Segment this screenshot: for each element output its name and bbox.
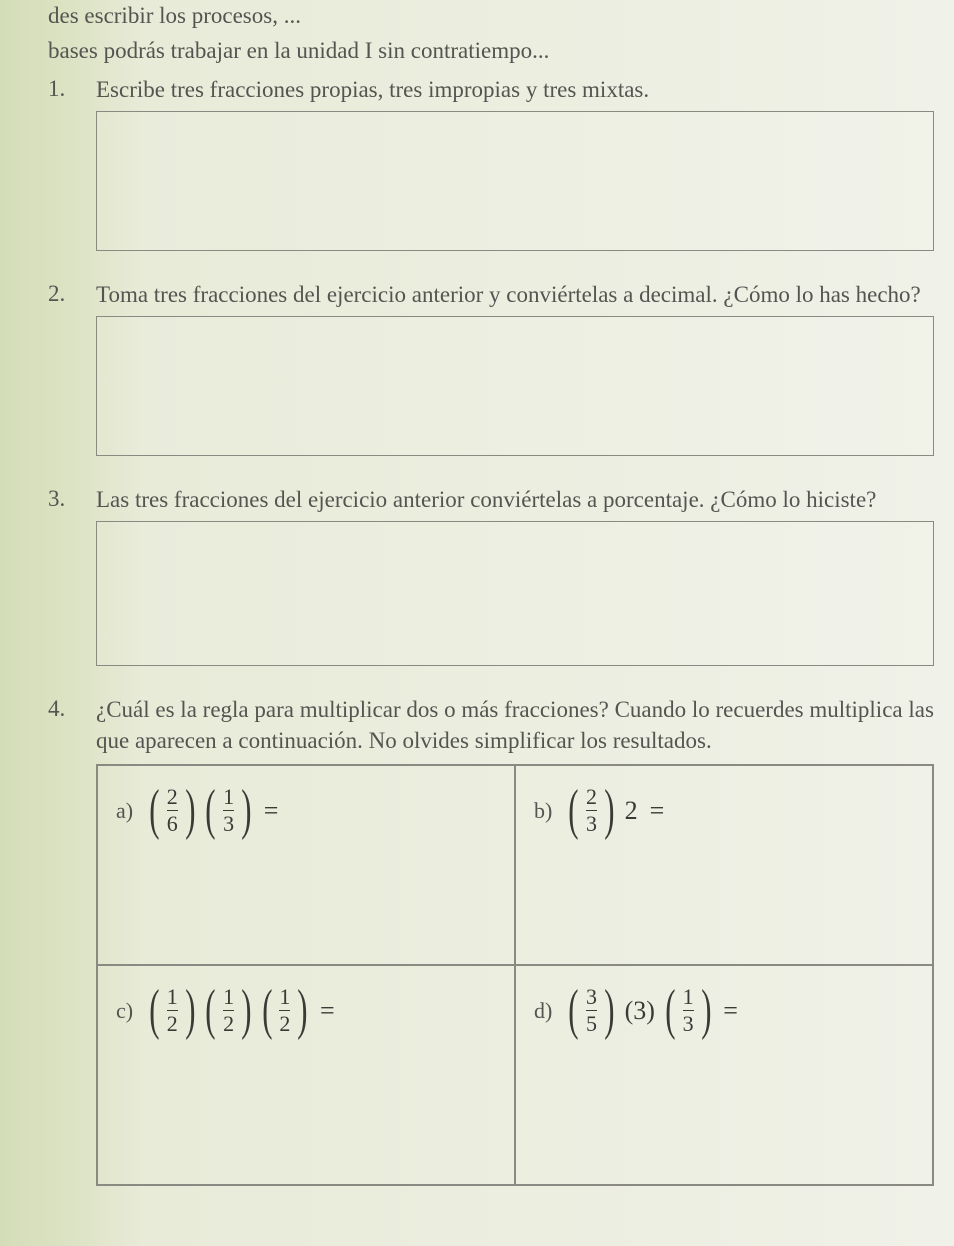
cell-a[interactable]: a) ( 2 6 ) ( 1 3 ) =	[97, 765, 515, 965]
cell-d-expression: ( 3 5 ) (3) ( 1 3 ) =	[564, 986, 738, 1035]
cell-d[interactable]: d) ( 3 5 ) (3) ( 1 3 ) =	[515, 965, 933, 1185]
cell-b-label: b)	[534, 798, 552, 824]
question-1-number: 1.	[48, 74, 96, 102]
cell-d-label: d)	[534, 998, 552, 1024]
cell-a-label: a)	[116, 798, 133, 824]
question-2-number: 2.	[48, 279, 96, 307]
multiplication-grid: a) ( 2 6 ) ( 1 3 ) =	[96, 764, 934, 1186]
fraction: 1 2	[279, 986, 290, 1035]
fraction: 3 5	[586, 986, 597, 1035]
cell-b-expression: ( 2 3 ) 2 =	[564, 786, 664, 835]
fraction: 2 6	[167, 786, 178, 835]
answer-box-3[interactable]	[96, 521, 934, 666]
question-1: 1. Escribe tres fracciones propias, tres…	[48, 74, 934, 251]
cell-c-label: c)	[116, 998, 133, 1024]
question-4-text: ¿Cuál es la regla para multiplicar dos o…	[96, 694, 934, 756]
question-4-number: 4.	[48, 694, 96, 722]
question-1-text: Escribe tres fracciones propias, tres im…	[96, 74, 934, 105]
fraction: 1 3	[683, 986, 694, 1035]
cell-b[interactable]: b) ( 2 3 ) 2 =	[515, 765, 933, 965]
answer-box-1[interactable]	[96, 111, 934, 251]
fraction: 2 3	[586, 786, 597, 835]
intro-line-1: des escribir los procesos, ...	[48, 0, 934, 31]
intro-line-2: bases podrás trabajar en la unidad I sin…	[48, 35, 934, 66]
fraction: 1 2	[167, 986, 178, 1035]
question-4: 4. ¿Cuál es la regla para multiplicar do…	[48, 694, 934, 1186]
fraction: 1 2	[223, 986, 234, 1035]
question-2: 2. Toma tres fracciones del ejercicio an…	[48, 279, 934, 456]
question-3: 3. Las tres fracciones del ejercicio ant…	[48, 484, 934, 666]
cell-c[interactable]: c) ( 1 2 ) ( 1 2 ) ( 1	[97, 965, 515, 1185]
question-3-text: Las tres fracciones del ejercicio anteri…	[96, 484, 934, 515]
answer-box-2[interactable]	[96, 316, 934, 456]
cell-a-expression: ( 2 6 ) ( 1 3 ) =	[145, 786, 278, 835]
cell-c-expression: ( 1 2 ) ( 1 2 ) ( 1 2	[145, 986, 335, 1035]
fraction: 1 3	[223, 786, 234, 835]
question-2-text: Toma tres fracciones del ejercicio anter…	[96, 279, 934, 310]
worksheet-page: des escribir los procesos, ... bases pod…	[0, 0, 954, 1186]
question-3-number: 3.	[48, 484, 96, 512]
